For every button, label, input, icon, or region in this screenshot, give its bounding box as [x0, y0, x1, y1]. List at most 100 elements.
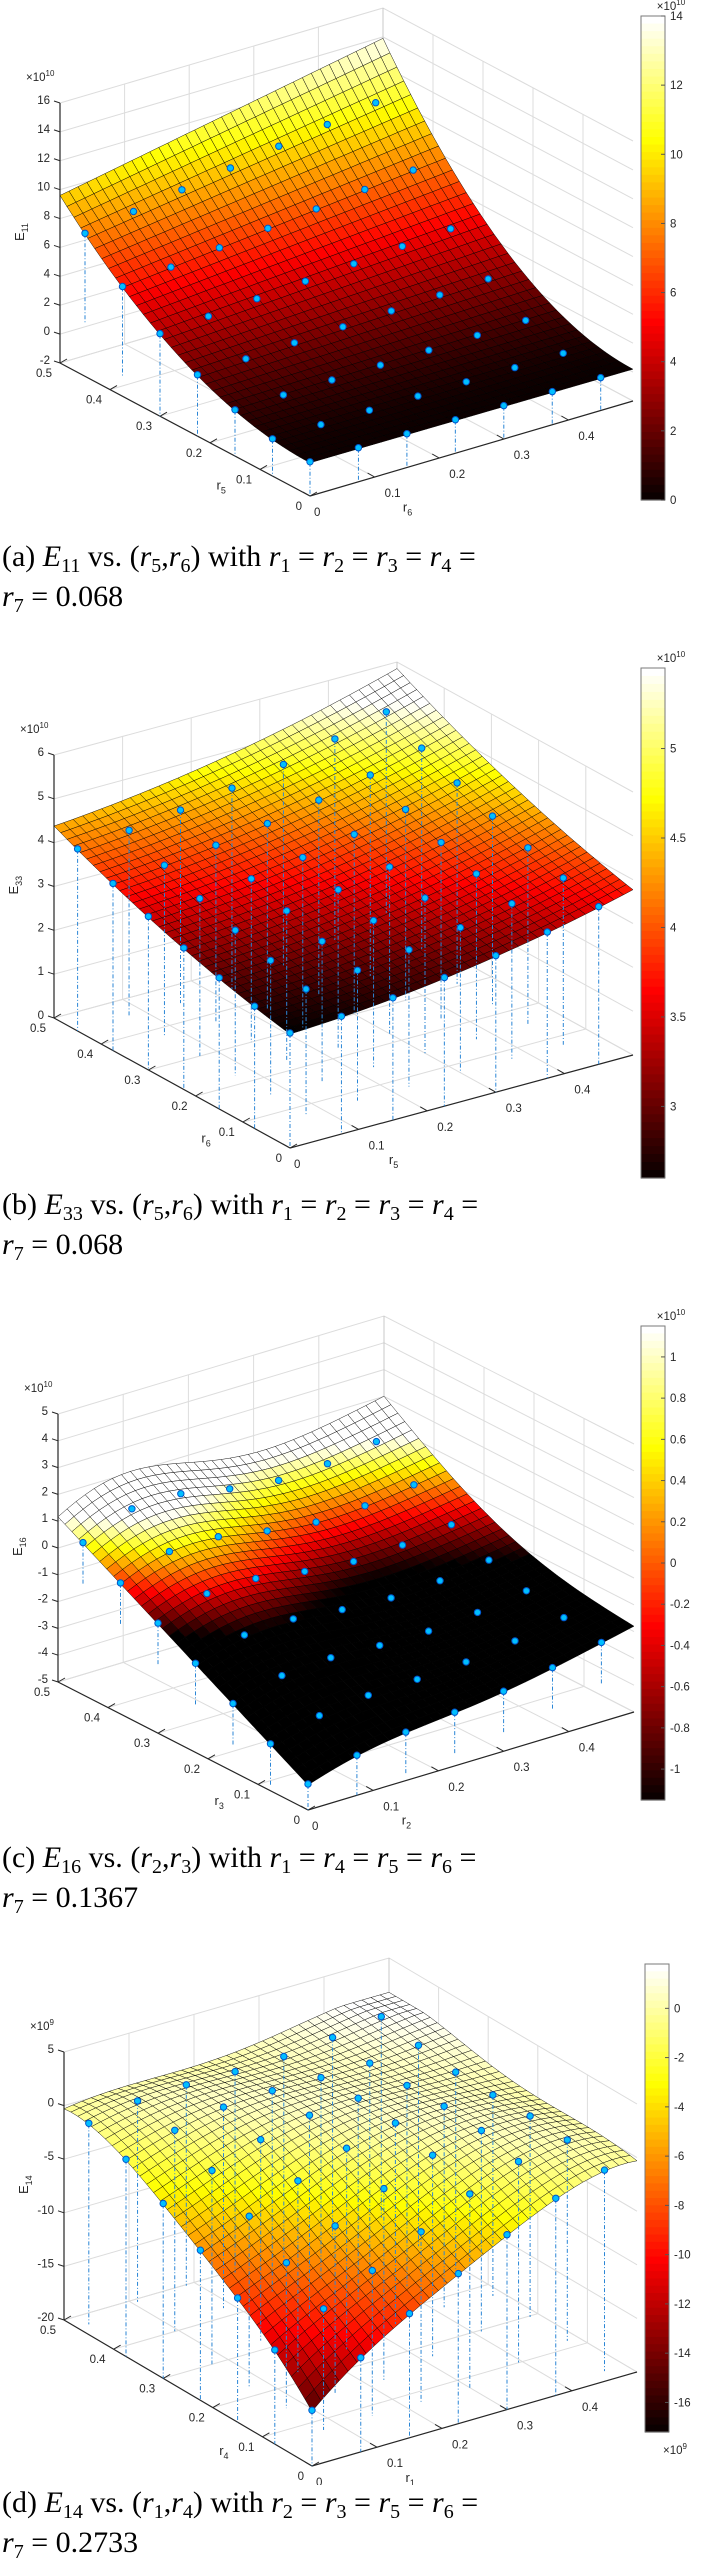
data-point-marker [493, 952, 499, 958]
data-point-marker [561, 1614, 567, 1620]
data-point-marker [560, 350, 566, 356]
z-tick-label: 6 [44, 239, 50, 251]
caption-c-line1: (c) E16 vs. (r2,r3) with r1 = r4 = r5 = … [2, 1838, 705, 1878]
data-point-marker [295, 2178, 301, 2184]
data-point-marker [328, 1655, 334, 1661]
data-point-marker [403, 1729, 409, 1735]
left-axis-label: r3 [215, 1793, 224, 1811]
data-point-marker [160, 2200, 166, 2206]
z-tick-label: 12 [37, 153, 50, 165]
z-tick-label: 5 [48, 2044, 54, 2056]
data-point-marker [329, 2034, 335, 2040]
z-tick-label: -10 [37, 2205, 54, 2217]
colorbar-exponent-label: ×1010 [657, 1308, 686, 1323]
data-point-marker [366, 407, 372, 413]
data-point-marker [157, 330, 163, 336]
left-tick-label: 0.5 [36, 368, 52, 380]
data-point-marker [145, 913, 151, 919]
colorbar-tick-label: 3.5 [670, 1012, 686, 1024]
data-point-marker [463, 379, 469, 385]
z-tick-label: 8 [44, 211, 50, 223]
data-point-marker [512, 364, 518, 370]
data-point-marker [309, 2407, 315, 2413]
colorbar-tick-label: -0.8 [670, 1723, 690, 1735]
data-point-marker [313, 206, 319, 212]
data-point-marker [306, 2112, 312, 2118]
left-tick-label: 0.3 [136, 421, 152, 433]
caption-b-line2: r7 = 0.068 [2, 1225, 705, 1265]
left-tick-label: 0.4 [90, 2354, 107, 2366]
data-point-marker [429, 2152, 435, 2158]
data-point-marker [86, 2120, 92, 2126]
data-point-marker [383, 709, 389, 715]
data-point-marker [269, 436, 275, 442]
left-tick-label: 0.3 [139, 2383, 155, 2395]
data-point-marker [474, 1609, 480, 1615]
data-point-marker [243, 356, 249, 362]
data-point-marker [177, 807, 183, 813]
data-point-marker [183, 2082, 189, 2088]
data-point-marker [130, 208, 136, 214]
data-point-marker [213, 842, 219, 848]
right-tick-label: 0.2 [448, 1782, 464, 1794]
right-tick-label: 0 [314, 507, 320, 519]
colorbar-tick-label: 3 [670, 1101, 676, 1113]
data-point-marker [377, 1642, 383, 1648]
left-tick-label: 0.5 [30, 1023, 46, 1035]
z-tick-label: 1 [42, 1513, 48, 1525]
data-point-marker [500, 1688, 506, 1694]
data-point-marker [354, 1752, 360, 1758]
data-point-marker [254, 296, 260, 302]
data-point-marker [425, 1628, 431, 1634]
z-tick-label: 10 [37, 182, 50, 194]
colorbar-tick-label: 10 [670, 149, 683, 161]
data-point-marker [324, 121, 330, 127]
caption-b-line1: (b) E33 vs. (r5,r6) with r1 = r2 = r3 = … [2, 1185, 705, 1225]
data-point-marker [544, 929, 550, 935]
data-point-marker [303, 986, 309, 992]
data-point-marker [227, 1486, 233, 1492]
data-point-marker [332, 736, 338, 742]
right-tick-label: 0.1 [385, 488, 401, 500]
data-point-marker [367, 772, 373, 778]
data-point-marker [269, 2088, 275, 2094]
caption-b: (b) E33 vs. (r5,r6) with r1 = r2 = r3 = … [2, 1185, 705, 1265]
surface-mesh-b [54, 669, 633, 1034]
data-point-marker [452, 1709, 458, 1715]
data-point-marker [166, 1548, 172, 1554]
data-point-marker [264, 820, 270, 826]
left-axis-label: r5 [217, 477, 226, 495]
data-point-marker [280, 392, 286, 398]
data-point-marker [110, 880, 116, 886]
right-tick-label: 0 [312, 1821, 318, 1833]
right-tick-label: 0.1 [383, 1801, 399, 1813]
data-point-marker [601, 2167, 607, 2173]
data-point-marker [415, 393, 421, 399]
data-point-marker [378, 2013, 384, 2019]
colorbar-exponent-label: ×1010 [657, 650, 686, 665]
z-tick-label: 4 [38, 835, 45, 847]
data-point-marker [504, 2232, 510, 2238]
data-point-marker [281, 2053, 287, 2059]
data-point-marker [258, 2136, 264, 2142]
data-point-marker [318, 421, 324, 427]
z-exponent-label: ×1010 [20, 721, 49, 736]
data-point-marker [230, 1700, 236, 1706]
data-point-marker [279, 1672, 285, 1678]
data-point-marker [598, 1639, 604, 1645]
colorbar-c: -1-0.8-0.6-0.4-0.200.20.40.60.81×1010 [641, 1308, 690, 1801]
right-tick-label: 0.4 [574, 1085, 591, 1097]
data-point-marker [386, 864, 392, 870]
colorbar-tick-label: 1 [670, 1352, 676, 1364]
data-point-marker [448, 1522, 454, 1528]
z-exponent-label: ×109 [30, 2018, 55, 2033]
colorbar-tick-label: 6 [670, 288, 676, 300]
data-point-marker [232, 927, 238, 933]
z-axis-label: E16 [10, 1537, 28, 1556]
data-point-marker [441, 2103, 447, 2109]
colorbar-tick-label: 0 [670, 1558, 676, 1570]
data-point-marker [362, 1503, 368, 1509]
z-tick-label: -3 [38, 1620, 48, 1632]
z-tick-label: 3 [42, 1460, 48, 1472]
